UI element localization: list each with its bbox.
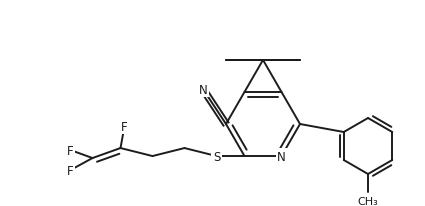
Text: CH₃: CH₃ [357, 196, 378, 206]
Text: N: N [198, 83, 207, 96]
Text: F: F [67, 144, 74, 157]
Text: F: F [121, 120, 128, 133]
Text: F: F [67, 164, 74, 177]
Text: N: N [277, 150, 286, 163]
Text: S: S [213, 150, 220, 163]
